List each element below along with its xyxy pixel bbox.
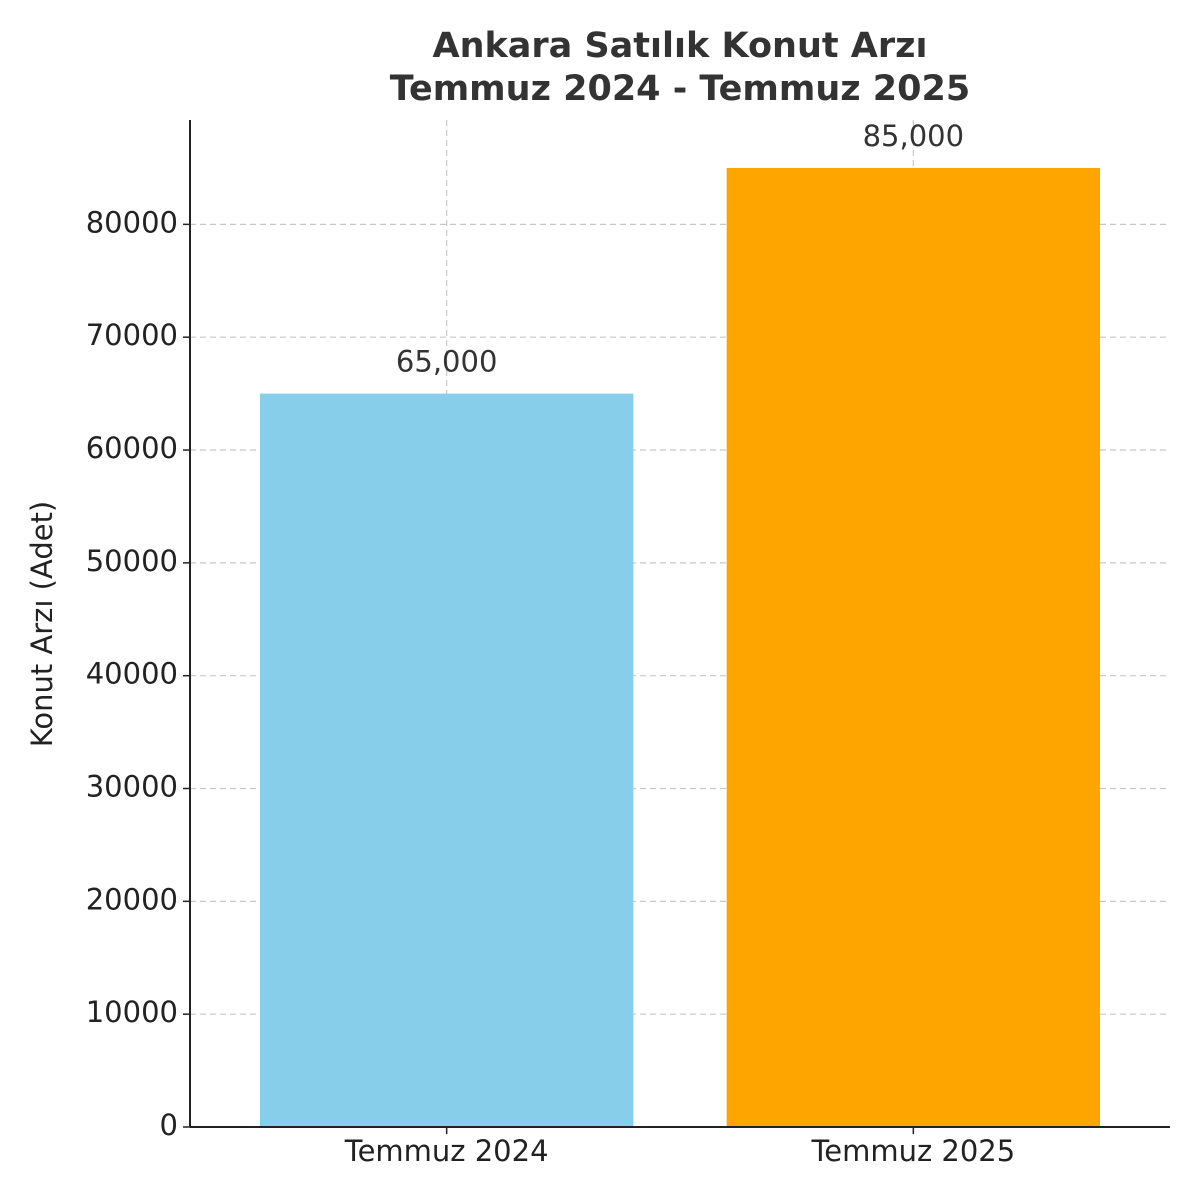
value-label: 85,000 — [863, 119, 964, 153]
y-tick-label: 30000 — [86, 770, 178, 804]
y-tick-label: 60000 — [86, 431, 178, 465]
x-tick-label: Temmuz 2025 — [810, 1134, 1015, 1168]
y-axis-label: Konut Arzı (Adet) — [25, 501, 59, 748]
value-label: 65,000 — [396, 345, 497, 379]
y-tick-label: 10000 — [86, 995, 178, 1029]
y-tick-label: 70000 — [86, 318, 178, 352]
y-tick-label: 50000 — [86, 544, 178, 578]
y-tick-label: 40000 — [86, 657, 178, 691]
chart-title: Temmuz 2024 - Temmuz 2025 — [390, 69, 970, 109]
chart-title: Ankara Satılık Konut Arzı — [433, 26, 928, 66]
bar — [726, 167, 1100, 1127]
y-tick-label: 20000 — [86, 882, 178, 916]
bar — [260, 393, 634, 1127]
y-tick-label: 0 — [160, 1108, 178, 1142]
y-tick-label: 80000 — [86, 205, 178, 239]
x-tick-label: Temmuz 2024 — [344, 1134, 549, 1168]
